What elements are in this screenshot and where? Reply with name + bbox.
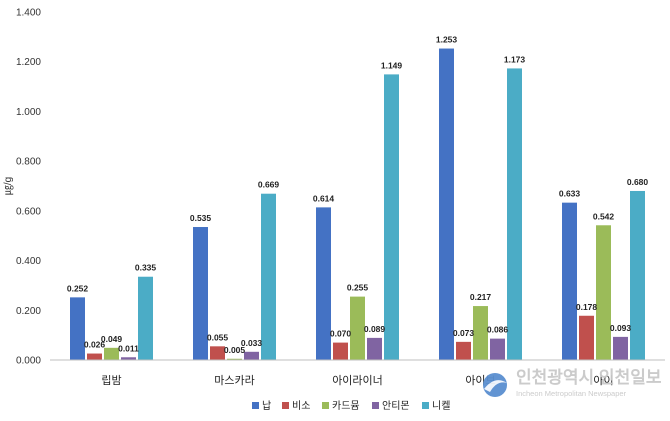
bar — [456, 341, 471, 360]
data-label: 0.049 — [101, 334, 123, 344]
x-category-label: 아이라이너 — [332, 374, 383, 387]
data-label: 0.633 — [559, 189, 581, 199]
bar — [121, 357, 136, 360]
bar — [333, 342, 348, 360]
data-label: 0.680 — [627, 177, 649, 187]
data-label: 0.217 — [470, 292, 492, 302]
data-label: 1.149 — [381, 60, 403, 70]
data-label: 0.070 — [330, 329, 352, 339]
bar — [138, 276, 153, 360]
data-label: 1.173 — [504, 54, 526, 64]
data-label: 0.542 — [593, 211, 615, 221]
watermark-subtitle: Incheon Metropolitan Newspaper — [516, 389, 627, 398]
legend-swatch — [282, 402, 289, 409]
data-label: 0.335 — [135, 263, 157, 273]
bar — [193, 227, 208, 360]
bar — [613, 336, 628, 360]
bar — [367, 337, 382, 360]
watermark-logo-swoosh — [484, 380, 507, 392]
data-label: 0.033 — [241, 338, 263, 348]
bar — [384, 74, 399, 361]
y-tick-label: 0.000 — [16, 356, 41, 367]
data-label: 0.669 — [258, 180, 280, 190]
data-label: 0.614 — [313, 193, 335, 203]
bar — [70, 297, 85, 360]
data-label: 0.086 — [487, 325, 509, 335]
bar — [490, 338, 505, 360]
bar — [261, 193, 276, 360]
bar — [579, 315, 594, 360]
bar — [473, 306, 488, 360]
legend-swatch — [252, 402, 259, 409]
bar — [350, 296, 365, 360]
legend-item: 니켈 — [432, 400, 450, 412]
bar — [244, 351, 259, 360]
data-label: 0.073 — [453, 328, 475, 338]
bar — [104, 347, 119, 360]
data-label: 0.026 — [84, 340, 106, 350]
x-category-label: 아이 — [593, 374, 613, 387]
legend-item: 안티몬 — [382, 400, 410, 412]
y-axis: 0.000 0.200 0.400 0.600 0.800 1.000 1.200 1.400 — [16, 8, 41, 367]
legend-swatch — [422, 402, 429, 409]
bar — [227, 358, 242, 360]
bar — [316, 207, 331, 360]
y-axis-label: ㎍/g — [3, 177, 14, 195]
bar — [210, 346, 225, 360]
data-label: 0.178 — [576, 302, 598, 312]
data-label: 0.089 — [364, 324, 386, 334]
data-label: 0.255 — [347, 283, 369, 293]
x-category-label: 마스카라 — [214, 374, 254, 387]
data-label: 1.253 — [436, 35, 458, 45]
bar — [439, 48, 454, 360]
legend-item: 비소 — [292, 400, 310, 412]
x-category-label: 립밤 — [101, 374, 121, 387]
bar — [596, 225, 611, 360]
bar — [507, 68, 522, 360]
y-tick-label: 0.200 — [16, 306, 41, 317]
watermark-title: 인천광역시 인천일보 — [516, 368, 662, 387]
legend-item: 납 — [262, 400, 271, 412]
data-label: 0.535 — [190, 213, 212, 223]
data-label: 0.005 — [224, 345, 246, 355]
legend-swatch — [322, 402, 329, 409]
data-label: 0.011 — [118, 343, 139, 353]
y-tick-label: 0.400 — [16, 256, 41, 267]
bars — [70, 48, 645, 361]
bar — [87, 353, 102, 360]
data-label: 0.093 — [610, 323, 632, 333]
watermark: 인천광역시 인천일보 Incheon Metropolitan Newspape… — [483, 368, 662, 398]
bar — [630, 190, 645, 360]
data-label: 0.252 — [67, 283, 89, 293]
y-tick-label: 0.800 — [16, 157, 41, 168]
legend-item: 카드뮴 — [332, 400, 360, 412]
y-tick-label: 0.600 — [16, 206, 41, 217]
bar — [562, 202, 577, 360]
legend-swatch — [372, 402, 379, 409]
data-label: 0.055 — [207, 332, 229, 342]
legend: 납 비소 카드뮴 안티몬 니켈 — [252, 400, 450, 412]
y-tick-label: 1.000 — [16, 107, 41, 118]
y-tick-label: 1.400 — [16, 8, 41, 19]
y-tick-label: 1.200 — [16, 57, 41, 68]
